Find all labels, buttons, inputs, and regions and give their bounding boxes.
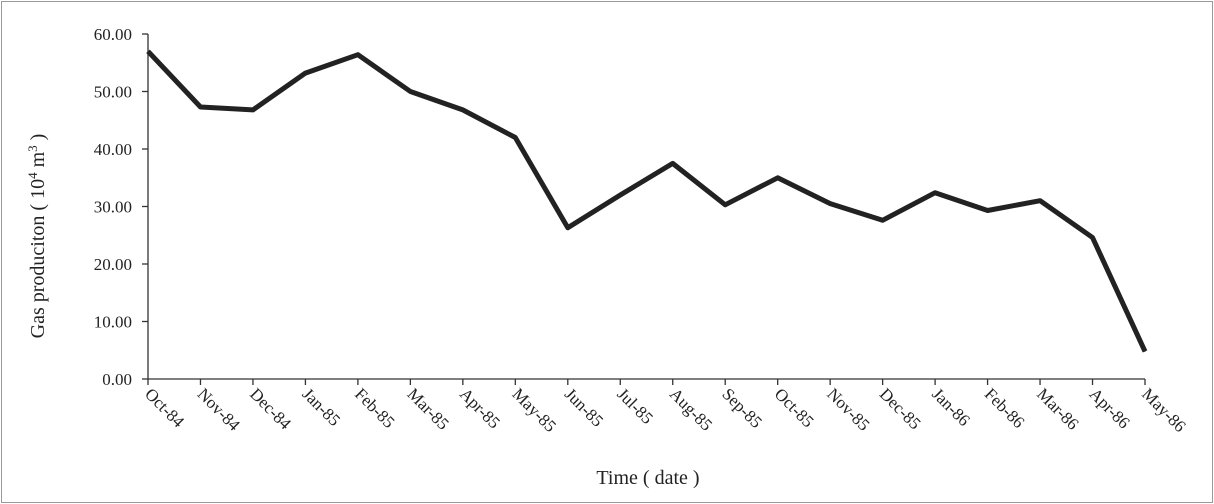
data-point bbox=[777, 177, 779, 179]
x-axis-title: Time ( date ) bbox=[596, 467, 699, 489]
x-tick-label: Feb-85 bbox=[351, 384, 398, 431]
data-point bbox=[619, 194, 621, 196]
data-point bbox=[1039, 200, 1041, 202]
x-tick-label: May-86 bbox=[1138, 384, 1189, 435]
data-point bbox=[252, 109, 254, 111]
y-tick-label: 60.00 bbox=[94, 25, 132, 44]
series-group bbox=[146, 49, 1148, 353]
x-tick-label: Feb-86 bbox=[981, 384, 1028, 431]
data-point bbox=[882, 219, 884, 221]
x-tick-label: Mar-85 bbox=[404, 384, 453, 433]
series-line-0 bbox=[146, 49, 1148, 353]
x-tick-label: Nov-84 bbox=[194, 384, 245, 435]
x-tick-label: Aug-85 bbox=[666, 384, 716, 434]
y-tick-label: 50.00 bbox=[94, 83, 132, 102]
x-tick-label: Apr-85 bbox=[456, 384, 504, 432]
x-tick-label: Jan-85 bbox=[299, 384, 344, 429]
y-tick-label: 0.00 bbox=[102, 370, 132, 389]
data-point bbox=[829, 203, 831, 205]
data-point bbox=[514, 137, 516, 138]
x-tick-label: Sep-85 bbox=[718, 384, 765, 431]
x-tick-label: Dec-85 bbox=[876, 384, 925, 433]
data-point bbox=[987, 210, 989, 212]
y-tick-label: 10.00 bbox=[94, 313, 132, 332]
y-axis: 0.00 10.00 20.00 30.00 40.00 50.00 60.00 bbox=[94, 25, 149, 389]
x-tick-label: Oct-85 bbox=[771, 384, 818, 431]
x-tick-label: Apr-86 bbox=[1086, 384, 1134, 432]
data-point bbox=[672, 162, 674, 164]
y-axis-title: Gas produciton ( 104 m3 ) bbox=[25, 134, 49, 339]
y-tick-label: 20.00 bbox=[94, 255, 132, 274]
x-tick-label: Dec-84 bbox=[246, 384, 295, 433]
data-point bbox=[409, 91, 411, 92]
data-point bbox=[1144, 350, 1146, 352]
data-point bbox=[462, 109, 464, 111]
data-point bbox=[147, 50, 149, 52]
data-point bbox=[1092, 237, 1094, 239]
data-point bbox=[357, 54, 359, 56]
x-tick-label: Jun-85 bbox=[561, 384, 607, 430]
x-tick-label: Nov-85 bbox=[823, 384, 873, 434]
x-axis: Oct-84 Nov-84 Dec-84 Jan-85 Feb-85 Mar-85 Apr-… bbox=[141, 378, 1190, 436]
data-point bbox=[724, 204, 726, 206]
x-tick-label: Jul-85 bbox=[613, 384, 656, 427]
x-tick-label: Jan-86 bbox=[928, 384, 973, 429]
data-point bbox=[567, 227, 569, 229]
x-tick-label: Mar-86 bbox=[1033, 384, 1082, 433]
x-tick-label: Oct-84 bbox=[141, 384, 188, 431]
data-point bbox=[934, 192, 936, 194]
y-tick-label: 40.00 bbox=[94, 140, 132, 159]
data-point bbox=[304, 72, 306, 74]
data-point bbox=[199, 106, 201, 108]
y-tick-label: 30.00 bbox=[94, 198, 132, 217]
x-tick-label: May-85 bbox=[508, 384, 559, 435]
